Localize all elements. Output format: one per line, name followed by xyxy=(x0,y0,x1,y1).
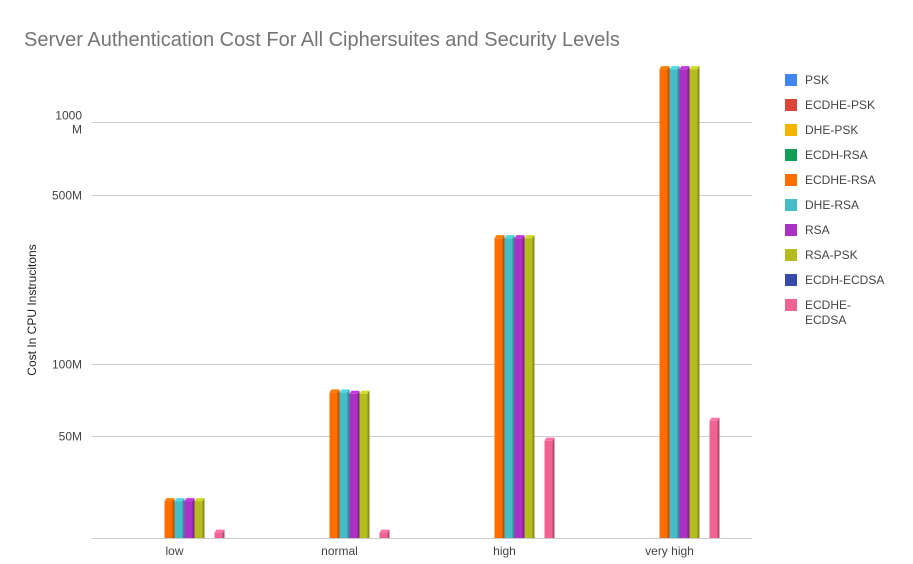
bar-rsa-psk-normal xyxy=(359,393,368,538)
bar-top xyxy=(339,389,350,393)
legend-swatch xyxy=(785,99,797,111)
bar-top xyxy=(174,498,185,502)
x-tick-labels: low normal high very high xyxy=(165,544,693,558)
legend-label: ECDH-ECDSA xyxy=(805,273,884,287)
bar-top xyxy=(329,389,340,393)
legend-label: ECDHE-RSA xyxy=(805,173,876,187)
x-tick-label: very high xyxy=(645,544,694,558)
bar-side xyxy=(522,235,525,539)
legend: PSK ECDHE-PSK DHE-PSK ECDH-RSA ECDHE-RSA DHE-… xyxy=(785,73,884,327)
bar-dhe-rsa-high xyxy=(504,238,513,539)
bar-dhe-rsa-normal xyxy=(339,392,348,538)
bar-rsa-psk-low xyxy=(194,501,203,538)
legend-swatch xyxy=(785,274,797,286)
bar-top xyxy=(659,66,670,70)
y-tick-labels: 50M 100M 500M 1000 M xyxy=(52,109,82,444)
bar-side xyxy=(357,390,360,538)
bar-side xyxy=(182,498,185,538)
legend-swatch xyxy=(785,249,797,261)
bars xyxy=(164,66,720,539)
x-tick-label: high xyxy=(493,544,516,558)
bar-ecdhe-rsa-high xyxy=(494,238,503,539)
bar-ecdhe-ecdsa-very-high xyxy=(709,420,718,538)
legend-label: RSA xyxy=(805,223,830,237)
y-tick-label: 50M xyxy=(59,430,82,444)
bar-top xyxy=(349,390,360,394)
bar-ecdhe-ecdsa-normal xyxy=(379,532,388,538)
bar-top xyxy=(164,498,175,502)
legend-label: ECDHE-ECDSA xyxy=(805,298,851,327)
bar-top xyxy=(669,66,680,70)
legend-swatch xyxy=(785,149,797,161)
bar-top xyxy=(514,235,525,239)
bar-top xyxy=(184,498,195,502)
bar-rsa-psk-high xyxy=(524,238,533,539)
bar-ecdhe-rsa-very-high xyxy=(659,69,668,538)
bar-top xyxy=(359,390,370,394)
bar-side xyxy=(502,235,505,539)
bar-top xyxy=(544,437,555,441)
bar-top xyxy=(504,235,515,239)
bar-side xyxy=(512,235,515,539)
gridlines xyxy=(92,122,752,539)
bar-top xyxy=(679,66,690,70)
bar-side xyxy=(677,66,680,538)
y-tick-label: 100M xyxy=(52,358,82,372)
y-tick-label: 500M xyxy=(52,189,82,203)
legend-label: RSA-PSK xyxy=(805,248,858,262)
bar-side xyxy=(347,389,350,538)
x-tick-label: normal xyxy=(321,544,358,558)
bar-side xyxy=(172,498,175,538)
bar-ecdhe-ecdsa-high xyxy=(544,440,553,538)
bar-dhe-rsa-low xyxy=(174,501,183,538)
bar-side xyxy=(532,235,535,539)
bar-rsa-normal xyxy=(349,393,358,538)
legend-label: DHE-RSA xyxy=(805,198,859,212)
legend-swatch xyxy=(785,124,797,136)
bar-rsa-very-high xyxy=(679,69,688,538)
bar-ecdhe-rsa-normal xyxy=(329,392,338,538)
legend-label: ECDH-RSA xyxy=(805,148,868,162)
legend-label: ECDHE-PSK xyxy=(805,98,875,112)
bar-side xyxy=(222,529,225,538)
bar-side xyxy=(697,66,700,538)
bar-top xyxy=(494,235,505,239)
bar-side xyxy=(552,437,555,538)
legend-swatch xyxy=(785,74,797,86)
bar-rsa-high xyxy=(514,238,523,539)
bar-side xyxy=(367,390,370,538)
bar-dhe-rsa-very-high xyxy=(669,69,678,538)
bar-side xyxy=(387,529,390,538)
legend-swatch xyxy=(785,199,797,211)
bar-side xyxy=(337,389,340,538)
bar-top xyxy=(709,417,720,421)
bar-side xyxy=(202,498,205,538)
chart-title: Server Authentication Cost For All Ciphe… xyxy=(24,29,620,51)
bar-top xyxy=(379,529,390,533)
bar-ecdhe-ecdsa-low xyxy=(214,532,223,538)
x-tick-label: low xyxy=(165,544,183,558)
bar-ecdhe-rsa-low xyxy=(164,501,173,538)
bar-side xyxy=(667,66,670,538)
legend-swatch xyxy=(785,299,797,311)
legend-label: DHE-PSK xyxy=(805,123,858,137)
bar-rsa-low xyxy=(184,501,193,538)
bar-side xyxy=(717,417,720,538)
legend-swatch xyxy=(785,174,797,186)
bar-side xyxy=(687,66,690,538)
bar-top xyxy=(689,66,700,70)
legend-swatch xyxy=(785,224,797,236)
bar-top xyxy=(194,498,205,502)
legend-label: PSK xyxy=(805,73,829,87)
bar-rsa-psk-very-high xyxy=(689,69,698,538)
bar-side xyxy=(192,498,195,538)
y-tick-label: 1000 M xyxy=(55,109,82,137)
bar-top xyxy=(214,529,225,533)
y-axis-label: Cost In CPU Instrucitons xyxy=(25,244,39,375)
bar-top xyxy=(524,235,535,239)
